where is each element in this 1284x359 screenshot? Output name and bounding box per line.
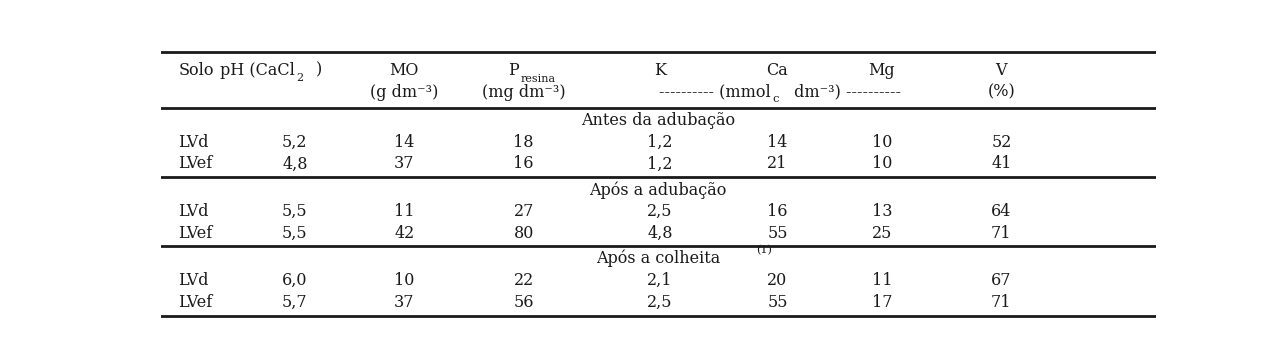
Text: 27: 27 <box>514 203 534 220</box>
Text: Solo: Solo <box>178 62 214 79</box>
Text: 11: 11 <box>394 203 415 220</box>
Text: 18: 18 <box>514 134 534 151</box>
Text: 5,7: 5,7 <box>282 294 308 311</box>
Text: 2,5: 2,5 <box>647 294 673 311</box>
Text: 5,2: 5,2 <box>282 134 308 151</box>
Text: 80: 80 <box>514 225 534 242</box>
Text: ): ) <box>316 62 322 79</box>
Text: 16: 16 <box>514 155 534 172</box>
Text: dm⁻³) ----------: dm⁻³) ---------- <box>788 84 901 101</box>
Text: 1,2: 1,2 <box>647 155 673 172</box>
Text: 71: 71 <box>991 294 1012 311</box>
Text: LVd: LVd <box>178 203 209 220</box>
Text: (g dm⁻³): (g dm⁻³) <box>370 84 439 101</box>
Text: 11: 11 <box>872 272 892 289</box>
Text: Após a adubação: Após a adubação <box>589 181 727 199</box>
Text: (%): (%) <box>987 84 1016 101</box>
Text: resina: resina <box>521 74 556 84</box>
Text: LVd: LVd <box>178 134 209 151</box>
Text: 16: 16 <box>768 203 787 220</box>
Text: 42: 42 <box>394 225 415 242</box>
Text: 20: 20 <box>768 272 787 289</box>
Text: ---------- (mmol: ---------- (mmol <box>659 84 770 101</box>
Text: 10: 10 <box>394 272 415 289</box>
Text: 10: 10 <box>872 155 892 172</box>
Text: 10: 10 <box>872 134 892 151</box>
Text: Após a colheita: Após a colheita <box>596 250 720 267</box>
Text: 2: 2 <box>295 73 303 83</box>
Text: P: P <box>508 62 519 79</box>
Text: 5,5: 5,5 <box>282 203 308 220</box>
Text: 25: 25 <box>872 225 892 242</box>
Text: 55: 55 <box>768 225 787 242</box>
Text: K: K <box>654 62 666 79</box>
Text: 41: 41 <box>991 155 1012 172</box>
Text: 67: 67 <box>991 272 1012 289</box>
Text: 14: 14 <box>768 134 787 151</box>
Text: 56: 56 <box>514 294 534 311</box>
Text: 52: 52 <box>991 134 1012 151</box>
Text: LVef: LVef <box>178 155 213 172</box>
Text: (1): (1) <box>756 245 773 255</box>
Text: c: c <box>772 94 778 104</box>
Text: Mg: Mg <box>869 62 895 79</box>
Text: MO: MO <box>389 62 419 79</box>
Text: 64: 64 <box>991 203 1012 220</box>
Text: 17: 17 <box>872 294 892 311</box>
Text: 14: 14 <box>394 134 415 151</box>
Text: LVef: LVef <box>178 294 213 311</box>
Text: 5,5: 5,5 <box>282 225 308 242</box>
Text: 71: 71 <box>991 225 1012 242</box>
Text: 13: 13 <box>872 203 892 220</box>
Text: V: V <box>995 62 1007 79</box>
Text: LVef: LVef <box>178 225 213 242</box>
Text: 6,0: 6,0 <box>282 272 308 289</box>
Text: 37: 37 <box>394 155 415 172</box>
Text: 21: 21 <box>768 155 787 172</box>
Text: 4,8: 4,8 <box>647 225 673 242</box>
Text: 22: 22 <box>514 272 534 289</box>
Text: pH (CaCl: pH (CaCl <box>220 62 295 79</box>
Text: 2,5: 2,5 <box>647 203 673 220</box>
Text: Antes da adubação: Antes da adubação <box>580 112 736 129</box>
Text: 37: 37 <box>394 294 415 311</box>
Text: Ca: Ca <box>767 62 788 79</box>
Text: 55: 55 <box>768 294 787 311</box>
Text: (mg dm⁻³): (mg dm⁻³) <box>482 84 565 101</box>
Text: 4,8: 4,8 <box>282 155 308 172</box>
Text: 1,2: 1,2 <box>647 134 673 151</box>
Text: 2,1: 2,1 <box>647 272 673 289</box>
Text: LVd: LVd <box>178 272 209 289</box>
